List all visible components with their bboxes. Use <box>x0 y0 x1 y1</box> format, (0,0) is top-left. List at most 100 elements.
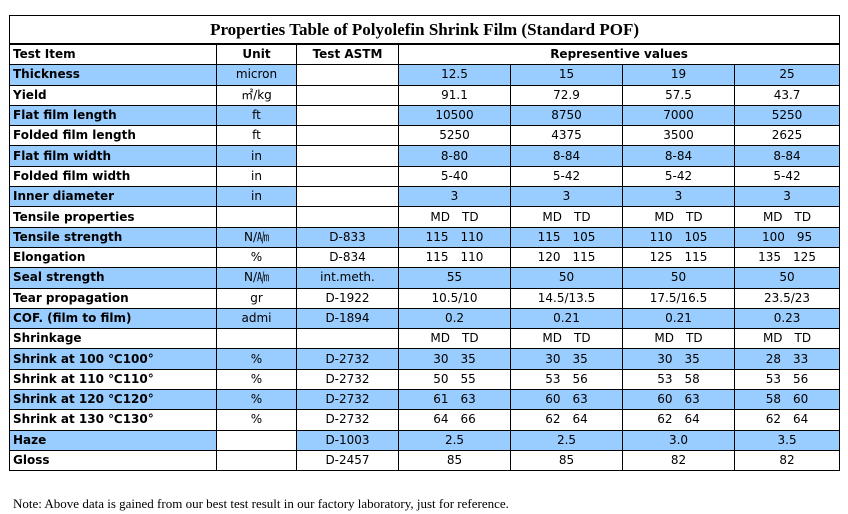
value-cell: 7000 <box>622 104 735 127</box>
td-value: 110 <box>460 229 484 244</box>
value-pair-cell: 110 105 <box>622 226 735 248</box>
unit-cell: % <box>216 409 297 431</box>
value-cell: 2625 <box>733 125 841 147</box>
md-td-pair: MD TD <box>542 330 590 348</box>
table-row: Flat film length ft 10500 8750 7000 5250 <box>9 104 841 127</box>
unit-cell <box>216 429 297 451</box>
test-item-cell: Thickness <box>9 64 217 86</box>
md-td-pair: 115 110 <box>425 228 484 246</box>
astm-cell: D-834 <box>296 246 399 269</box>
value-pair-cell: MD TD <box>733 206 841 228</box>
test-item-cell: Shrink at 130 ℃130° <box>9 409 217 431</box>
value-cell: 85 <box>510 449 623 472</box>
test-item-cell: Flat film width <box>9 145 217 167</box>
md-value: 115 <box>425 229 449 244</box>
value-pair-cell: 53 58 <box>622 368 735 391</box>
astm-cell <box>296 104 399 127</box>
astm-cell <box>296 125 399 147</box>
value-pair-cell: 64 66 <box>398 409 511 431</box>
astm-cell <box>296 206 399 228</box>
astm-cell: D-1922 <box>296 287 399 309</box>
test-item-cell: Folded film width <box>9 165 217 188</box>
astm-cell: int.meth. <box>296 267 399 289</box>
md-td-pair: 64 66 <box>433 411 476 429</box>
value-cell: 19 <box>622 64 735 86</box>
md-td-pair: 53 56 <box>766 370 809 388</box>
md-td-pair: 115 110 <box>425 248 484 266</box>
value-cell: 91.1 <box>398 84 511 106</box>
value-pair-cell: MD TD <box>622 206 735 228</box>
md-value: 53 <box>657 371 673 386</box>
md-value: 60 <box>657 392 673 407</box>
astm-cell: D-2732 <box>296 389 399 411</box>
td-value: 58 <box>684 371 700 386</box>
value-pair-cell: 53 56 <box>733 368 841 391</box>
td-value: 64 <box>684 412 700 427</box>
md-value: MD <box>430 331 450 346</box>
value-cell: 3 <box>398 186 511 208</box>
astm-cell: D-2732 <box>296 368 399 391</box>
unit-cell <box>216 449 297 472</box>
header-unit: Unit <box>216 43 297 66</box>
md-value: MD <box>654 331 674 346</box>
md-td-pair: 135 125 <box>758 248 816 266</box>
unit-cell: gr <box>216 287 297 309</box>
md-value: 115 <box>425 250 449 265</box>
astm-cell: D-2732 <box>296 348 399 370</box>
value-cell: 5-42 <box>510 165 623 188</box>
value-cell: 8-84 <box>510 145 623 167</box>
md-value: 62 <box>545 412 561 427</box>
table-title: Properties Table of Polyolefin Shrink Fi… <box>8 15 841 45</box>
value-pair-cell: 60 63 <box>510 389 623 411</box>
value-cell: 12.5 <box>398 64 511 86</box>
td-value: 66 <box>460 412 476 427</box>
test-item-cell: Shrink at 100 ℃100° <box>9 348 217 370</box>
md-value: 50 <box>433 371 449 386</box>
test-item-cell: Flat film length <box>9 104 217 127</box>
value-pair-cell: 61 63 <box>398 389 511 411</box>
td-value: 56 <box>572 371 588 386</box>
value-cell: 43.7 <box>733 84 841 106</box>
md-value: MD <box>762 331 783 346</box>
td-value: TD <box>686 209 703 224</box>
test-item-cell: Haze <box>9 429 217 451</box>
md-td-pair: MD TD <box>542 208 591 226</box>
value-cell: 0.21 <box>622 307 735 330</box>
md-td-pair: 110 105 <box>650 228 708 246</box>
value-cell: 55 <box>398 267 511 289</box>
value-pair-cell: 30 35 <box>510 348 623 370</box>
td-value: 56 <box>793 371 809 386</box>
td-value: TD <box>574 209 591 224</box>
table-row: Shrink at 110 ℃110°% D-2732 50 55 53 56 53 58 53… <box>9 368 841 391</box>
value-pair-cell: MD TD <box>733 328 841 350</box>
table-row: Haze D-1003 2.5 2.5 3.0 3.5 <box>9 429 841 451</box>
value-cell: 8-84 <box>733 145 841 167</box>
table-row: Shrink at 130 ℃130°% D-2732 64 66 62 64 62 64 62… <box>9 409 841 431</box>
td-value: 110 <box>460 250 484 265</box>
table-row: Yield ㎡/kg 91.1 72.9 57.5 43.7 <box>9 84 841 106</box>
value-cell: 5-42 <box>733 165 841 188</box>
td-value: 125 <box>793 250 816 265</box>
td-value: TD <box>462 331 479 346</box>
value-pair-cell: 50 55 <box>398 368 511 391</box>
astm-cell <box>296 328 399 350</box>
astm-cell: D-1894 <box>296 307 399 330</box>
test-item-cell: Inner diameter <box>9 186 217 208</box>
unit-cell: N/㏟ <box>216 226 297 248</box>
value-cell: 50 <box>510 267 623 289</box>
md-value: 30 <box>657 351 673 366</box>
td-value: 64 <box>572 412 588 427</box>
test-item-cell: Tensile properties <box>9 206 217 228</box>
unit-cell: micron <box>216 64 297 86</box>
md-value: 100 <box>761 229 785 244</box>
md-td-pair: 62 64 <box>766 411 809 429</box>
md-value: MD <box>654 209 674 224</box>
value-pair-cell: 30 35 <box>398 348 511 370</box>
value-cell: 8750 <box>510 104 623 127</box>
unit-cell: ft <box>216 125 297 147</box>
td-value: 35 <box>460 351 476 366</box>
table-row: Gloss D-2457 85 85 82 82 <box>9 449 841 472</box>
value-pair-cell: 28 33 <box>733 348 841 370</box>
md-td-pair: MD TD <box>654 208 703 226</box>
md-td-pair: 53 56 <box>545 370 588 388</box>
